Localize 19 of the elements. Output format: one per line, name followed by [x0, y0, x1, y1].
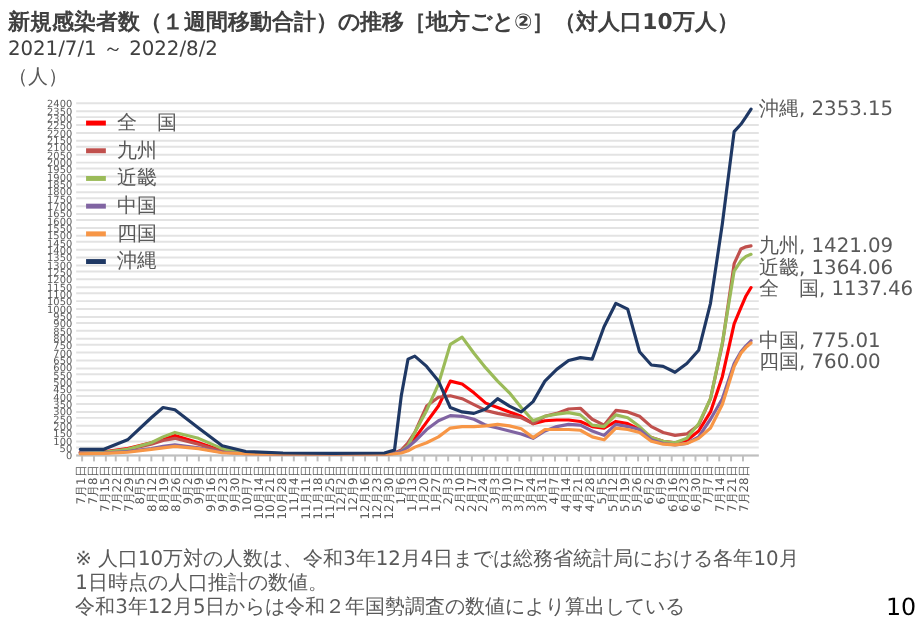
legend-label: 全 国 — [116, 110, 177, 135]
y-axis-title: （人） — [8, 67, 69, 90]
data-label: 全 国, 1137.46 — [758, 277, 914, 302]
data-label: 四国, 760.00 — [758, 352, 881, 375]
data-label: 中国, 775.01 — [758, 328, 881, 353]
data-label: 九州, 1421.09 — [758, 233, 894, 258]
data-label: 沖縄, 2353.15 — [758, 97, 894, 122]
legend-label: 中国 — [116, 194, 157, 219]
text: ※ 人口10万対の人数は、令和3年12月4日までは総務省統計局における各年10月1日時点の人口推計の数値。 — [75, 547, 799, 596]
chart-subtitle: 2021/7/1 ～ 2022/8/2 — [7, 38, 218, 61]
legend-label: 四国 — [116, 223, 157, 246]
data-label: 近畿, 1364.06 — [758, 255, 894, 280]
legend-label: 九州 — [116, 138, 157, 163]
text: 10 — [885, 592, 917, 621]
text: 令和3年12月5日からは令和２年国勢調査の数値により算出している — [75, 594, 686, 619]
chart-title: 新規感染者数（１週間移動合計）の推移［地方ごと②］（対人口10万人） — [5, 9, 739, 36]
legend-label: 近畿 — [116, 166, 157, 191]
legend-label: 沖縄 — [116, 249, 157, 274]
line-series — [78, 107, 753, 455]
